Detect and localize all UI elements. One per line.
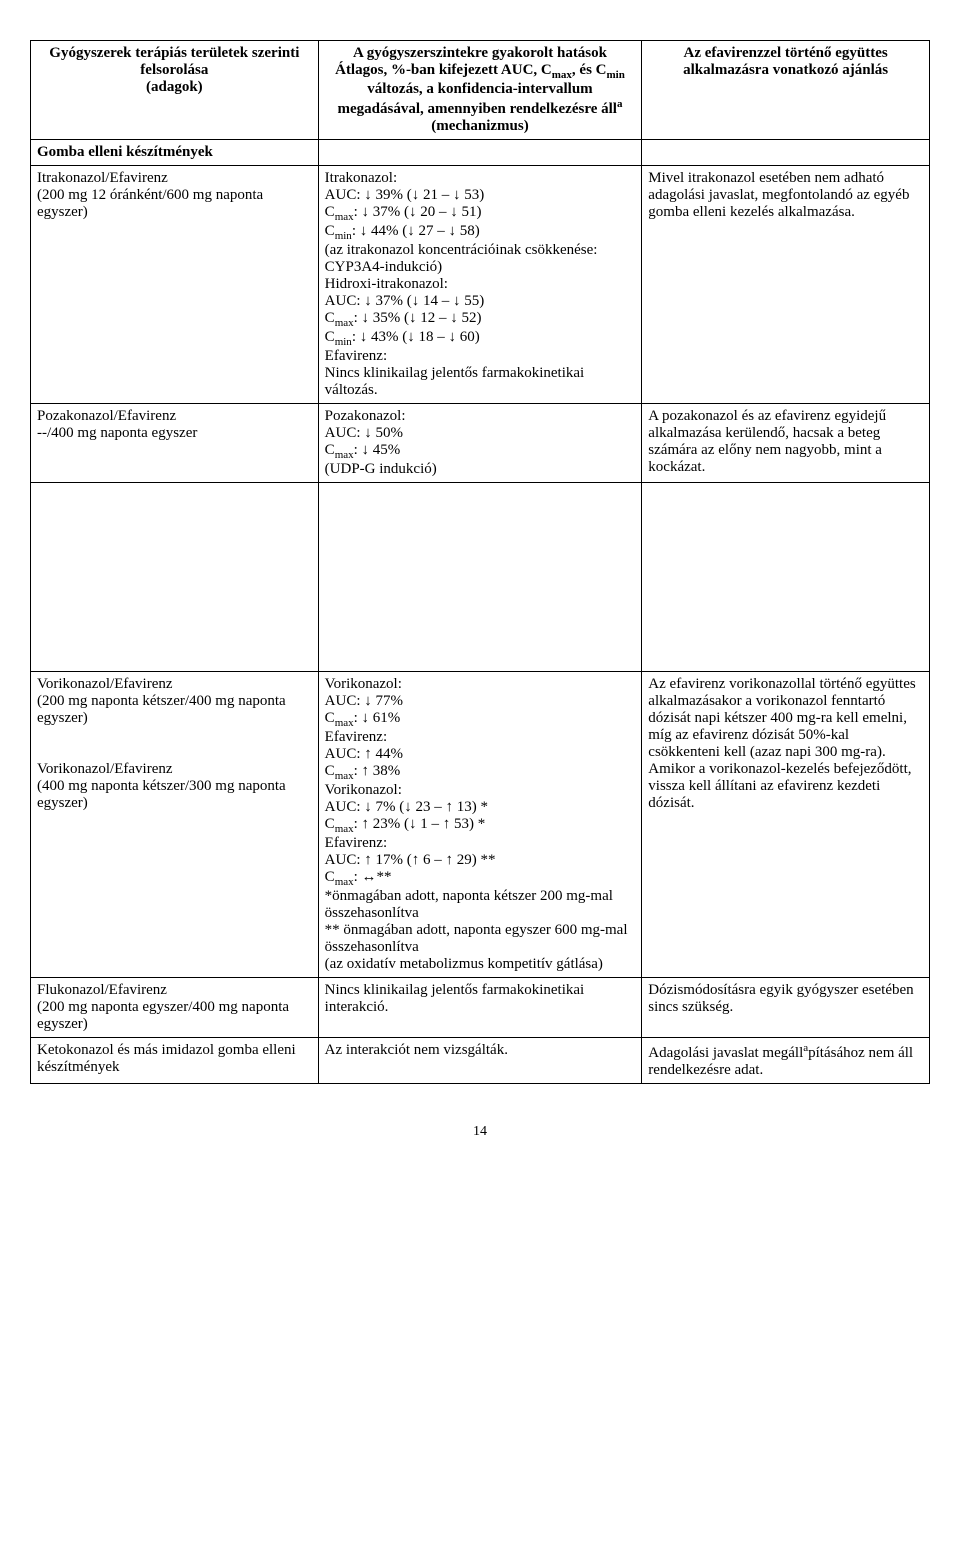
- cell-r2c3: Az efavirenz vorikonazollal történő együ…: [642, 672, 930, 978]
- gap-cell-2: [318, 483, 642, 672]
- header-col3-text: Az efavirenzzel történő együttes alkalma…: [683, 45, 888, 78]
- cell-r2c2: Vorikonazol:AUC: ↓ 77%Cmax: ↓ 61%Efavire…: [318, 672, 642, 978]
- header-col1: Gyógyszerek terápiás területek szerinti …: [31, 41, 319, 140]
- header-col2-text: A gyógyszerszintekre gyakorolt hatásokÁt…: [335, 45, 625, 134]
- header-col2: A gyógyszerszintekre gyakorolt hatásokÁt…: [318, 41, 642, 140]
- drug-interaction-table: Gyógyszerek terápiás területek szerinti …: [30, 40, 930, 1084]
- table-row: Ketokonazol és más imidazol gomba elleni…: [31, 1038, 930, 1084]
- cell-r3c2: Nincs klinikailag jelentős farmakokineti…: [318, 978, 642, 1038]
- page-number: 14: [30, 1124, 930, 1140]
- section-row: Gomba elleni készítmények: [31, 140, 930, 166]
- table-row: Itrakonazol/Efavirenz(200 mg 12 óránként…: [31, 166, 930, 404]
- cell-r0c3: Mivel itrakonazol esetében nem adható ad…: [642, 166, 930, 404]
- cell-r4c2: Az interakciót nem vizsgálták.: [318, 1038, 642, 1084]
- section-label: Gomba elleni készítmények: [37, 144, 213, 160]
- section-empty-2: [642, 140, 930, 166]
- table-row: Flukonazol/Efavirenz(200 mg naponta egys…: [31, 978, 930, 1038]
- gap-row: [31, 483, 930, 672]
- header-col1-text: Gyógyszerek terápiás területek szerinti …: [49, 45, 299, 95]
- cell-r1c3: A pozakonazol és az efavirenz egyidejű a…: [642, 404, 930, 483]
- cell-r0c2: Itrakonazol:AUC: ↓ 39% (↓ 21 – ↓ 53)Cmax…: [318, 166, 642, 404]
- gap-cell-1: [31, 483, 319, 672]
- cell-r4c3: Adagolási javaslat megállapításához nem …: [642, 1038, 930, 1084]
- table-row: Vorikonazol/Efavirenz(200 mg naponta két…: [31, 672, 930, 978]
- section-cell: Gomba elleni készítmények: [31, 140, 319, 166]
- gap-cell-3: [642, 483, 930, 672]
- table-row: Pozakonazol/Efavirenz--/400 mg naponta e…: [31, 404, 930, 483]
- cell-r1c2: Pozakonazol:AUC: ↓ 50%Cmax: ↓ 45%(UDP-G …: [318, 404, 642, 483]
- cell-r4c1: Ketokonazol és más imidazol gomba elleni…: [31, 1038, 319, 1084]
- section-empty-1: [318, 140, 642, 166]
- cell-r3c3: Dózismódosításra egyik gyógyszer esetébe…: [642, 978, 930, 1038]
- table-header-row: Gyógyszerek terápiás területek szerinti …: [31, 41, 930, 140]
- header-col3: Az efavirenzzel történő együttes alkalma…: [642, 41, 930, 140]
- cell-r0c1: Itrakonazol/Efavirenz(200 mg 12 óránként…: [31, 166, 319, 404]
- cell-r1c1: Pozakonazol/Efavirenz--/400 mg naponta e…: [31, 404, 319, 483]
- cell-r3c1: Flukonazol/Efavirenz(200 mg naponta egys…: [31, 978, 319, 1038]
- cell-r2c1: Vorikonazol/Efavirenz(200 mg naponta két…: [31, 672, 319, 978]
